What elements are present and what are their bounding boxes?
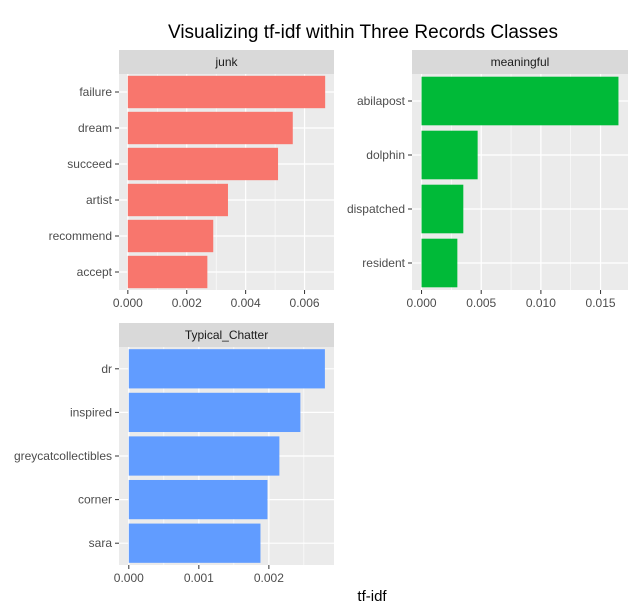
facet-strip-label: Typical_Chatter (185, 328, 268, 342)
bar-greycatcollectibles (128, 436, 280, 476)
bar-abilapost (421, 76, 619, 126)
x-tick-label: 0.004 (231, 296, 261, 310)
y-tick-label: recommend (49, 229, 112, 243)
x-tick-label: 0.002 (172, 296, 202, 310)
y-tick-label: dispatched (347, 202, 405, 216)
bar-dr (128, 349, 325, 389)
y-tick-label: dr (101, 362, 112, 376)
x-tick-label: 0.015 (586, 296, 616, 310)
x-tick-label: 0.000 (407, 296, 437, 310)
facet-strip (119, 50, 334, 74)
bar-artist (127, 183, 228, 217)
y-tick-label: artist (86, 193, 113, 207)
y-tick-label: dolphin (366, 148, 405, 162)
y-tick-label: inspired (70, 405, 112, 419)
y-tick-label: greycatcollectibles (14, 449, 112, 463)
y-tick-label: succeed (67, 157, 112, 171)
facet-panel-typical-chatter: Typical_Chatter 0.000 0.001 0.002 dr inspired… (14, 323, 334, 585)
bar-dispatched (421, 184, 464, 234)
facet-strip (412, 50, 628, 74)
x-tick-label: 0.010 (526, 296, 556, 310)
bar-accept (127, 255, 208, 289)
bar-recommend (127, 219, 214, 253)
chart-title: Visualizing tf-idf within Three Records … (168, 22, 558, 43)
panel-background (119, 74, 334, 290)
bar-resident (421, 238, 458, 288)
bar-inspired (128, 392, 301, 433)
facet-strip-label: meaningful (491, 55, 550, 69)
bar-succeed (127, 147, 279, 181)
y-tick-label: dream (78, 121, 112, 135)
x-tick-label: 0.001 (184, 571, 214, 585)
facet-panels: junk 0.000 0.002 0.004 0.006 failure dream succ… (14, 50, 628, 585)
facet-panel-junk: junk 0.000 0.002 0.004 0.006 failure dream succ… (49, 50, 334, 310)
x-tick-label: 0.000 (113, 296, 143, 310)
x-axis-title: tf-idf (357, 588, 387, 604)
bar-corner (128, 479, 268, 520)
bar-sara (128, 523, 261, 563)
x-tick-label: 0.006 (290, 296, 320, 310)
bar-failure (127, 75, 326, 109)
y-tick-label: failure (79, 85, 112, 99)
x-tick-label: 0.005 (466, 296, 496, 310)
bar-dolphin (421, 130, 478, 180)
y-tick-label: corner (78, 493, 112, 507)
x-tick-label: 0.002 (254, 571, 284, 585)
facet-panel-meaningful: meaningful 0.000 0.005 0.010 0.015 abilapost d… (347, 50, 628, 310)
facet-strip-label: junk (214, 55, 238, 69)
x-tick-label: 0.000 (114, 571, 144, 585)
y-tick-label: accept (77, 265, 113, 279)
bar-dream (127, 111, 293, 145)
y-tick-label: resident (362, 256, 405, 270)
y-tick-label: abilapost (357, 94, 406, 108)
y-tick-label: sara (89, 536, 113, 550)
facet-strip (119, 323, 334, 347)
